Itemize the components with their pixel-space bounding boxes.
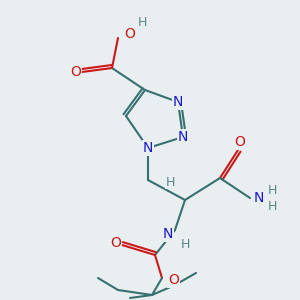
Text: H: H (138, 16, 147, 28)
Text: H: H (180, 238, 190, 250)
Text: O: O (235, 135, 245, 149)
Text: O: O (70, 65, 81, 79)
Text: H: H (268, 200, 278, 212)
Text: N: N (143, 141, 153, 155)
Text: N: N (163, 227, 173, 241)
Text: O: O (124, 27, 135, 41)
Text: H: H (166, 176, 175, 188)
Text: O: O (111, 236, 122, 250)
Text: N: N (173, 95, 183, 109)
Text: O: O (168, 273, 179, 287)
Text: N: N (178, 130, 188, 144)
Text: N: N (254, 191, 264, 205)
Text: H: H (268, 184, 278, 196)
